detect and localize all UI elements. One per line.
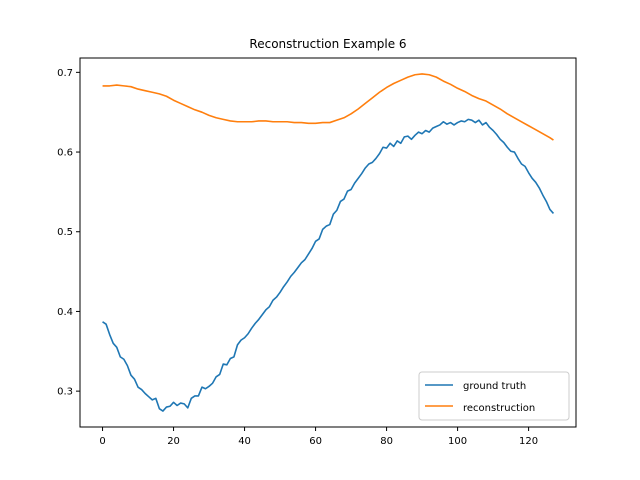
y-axis: 0.3 0.4 0.5 0.6 0.7 xyxy=(57,68,80,398)
legend-ground-truth-label: ground truth xyxy=(463,381,526,392)
legend-box xyxy=(418,371,570,421)
legend-reconstruction-label: reconstruction xyxy=(463,403,535,414)
y-tick-label: 0.4 xyxy=(57,307,73,318)
series-layer xyxy=(102,73,555,412)
x-tick-label: 80 xyxy=(380,436,393,447)
y-tick-label: 0.7 xyxy=(57,68,73,79)
x-axis: 0 20 40 60 80 100 120 xyxy=(99,427,538,447)
x-tick-label: 0 xyxy=(99,436,105,447)
legend: ground truth reconstruction xyxy=(418,371,570,421)
series-line-reconstruction xyxy=(102,73,554,141)
y-tick-label: 0.6 xyxy=(57,148,73,159)
x-tick-label: 20 xyxy=(167,436,180,447)
plot-frame xyxy=(79,57,577,428)
chart-title: Reconstruction Example 6 xyxy=(249,37,406,51)
x-tick-label: 60 xyxy=(309,436,322,447)
y-tick-label: 0.3 xyxy=(57,387,73,398)
x-tick-label: 100 xyxy=(448,436,467,447)
x-tick-label: 40 xyxy=(238,436,251,447)
y-tick-label: 0.5 xyxy=(57,227,73,238)
series-line-ground-truth xyxy=(102,118,555,412)
x-tick-label: 120 xyxy=(519,436,538,447)
